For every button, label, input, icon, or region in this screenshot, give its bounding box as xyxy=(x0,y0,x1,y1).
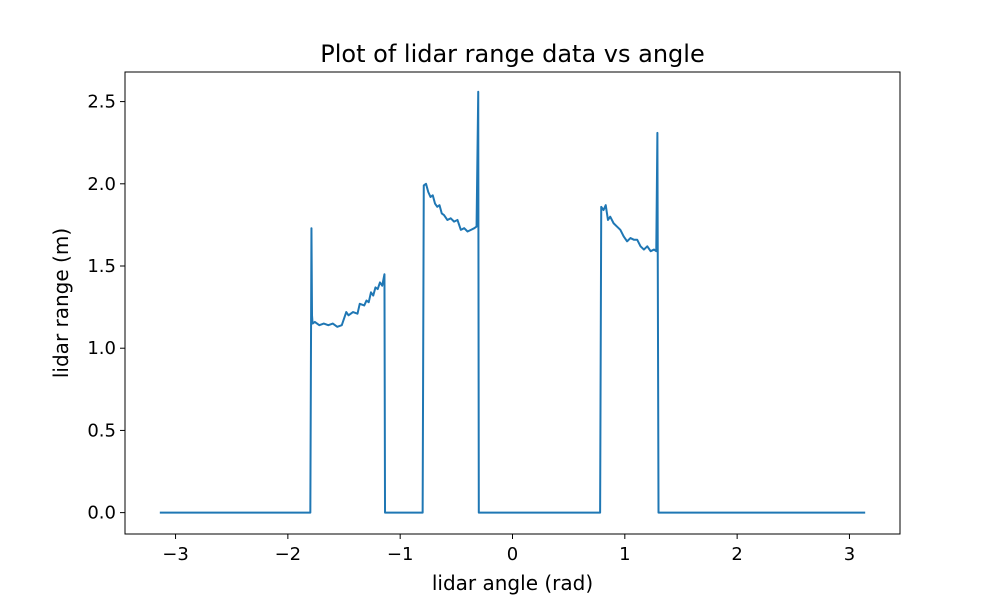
plot-area xyxy=(159,90,866,514)
y-tick-label: 1.5 xyxy=(87,256,116,277)
x-tick-label: 3 xyxy=(844,544,855,565)
x-axis-label: lidar angle (rad) xyxy=(432,571,593,595)
y-axis-label: lidar range (m) xyxy=(49,228,73,378)
x-tick-label: 0 xyxy=(507,544,518,565)
y-tick-label: 1.0 xyxy=(87,338,116,359)
y-tick-label: 0.5 xyxy=(87,420,116,441)
series-line-0 xyxy=(159,90,866,514)
x-tick-label: −1 xyxy=(387,544,414,565)
x-tick-label: −3 xyxy=(162,544,189,565)
x-tick-label: 1 xyxy=(619,544,630,565)
x-tick-label: 2 xyxy=(731,544,742,565)
y-tick-label: 0.0 xyxy=(87,503,116,524)
y-axis: 0.0 0.5 1.0 1.5 2.0 2.5 xyxy=(87,92,125,524)
y-tick-label: 2.0 xyxy=(87,174,116,195)
x-axis: −3 −2 −1 0 1 2 3 xyxy=(162,534,855,565)
chart-title: Plot of lidar range data vs angle xyxy=(320,40,704,68)
plot-frame xyxy=(124,71,901,535)
y-tick-label: 2.5 xyxy=(87,92,116,113)
x-tick-label: −2 xyxy=(275,544,302,565)
